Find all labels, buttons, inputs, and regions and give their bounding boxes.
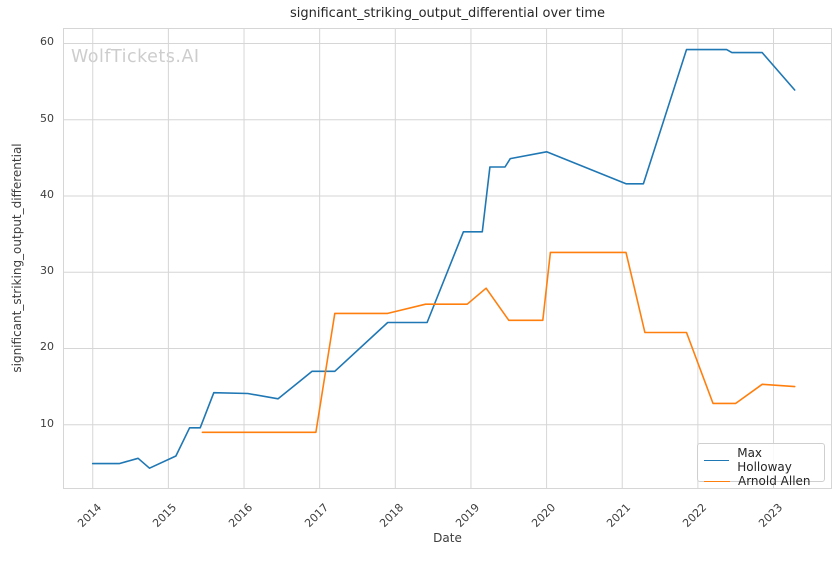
x-tick-label-2022: 2022 <box>680 501 710 530</box>
x-tick-label-2017: 2017 <box>301 501 331 530</box>
x-axis-label: Date <box>433 531 462 545</box>
chart-title: significant_striking_output_differential… <box>290 6 605 21</box>
x-tick-label-2018: 2018 <box>377 501 407 530</box>
series-line-max-holloway <box>91 48 796 470</box>
x-tick-label-2023: 2023 <box>755 501 785 530</box>
x-tick-label-2014: 2014 <box>74 501 104 530</box>
y-tick-label-10: 10 <box>40 416 54 430</box>
x-tick-label-2015: 2015 <box>150 501 180 530</box>
y-tick-label-30: 30 <box>40 264 54 278</box>
x-tick-label-2016: 2016 <box>226 501 256 530</box>
x-tick-label-2019: 2019 <box>453 501 483 530</box>
y-axis-label: significant_striking_output_differential <box>10 143 24 373</box>
y-tick-label-60: 60 <box>40 35 54 49</box>
x-tick-label-2020: 2020 <box>528 501 558 530</box>
legend-line-swatch-max-holloway <box>704 459 730 461</box>
series-line-arnold-allen <box>201 251 796 434</box>
plot-area <box>63 28 832 489</box>
legend-label: Arnold Allen <box>738 474 811 488</box>
legend-item: Max Holloway <box>704 446 818 474</box>
y-tick-label-50: 50 <box>40 111 54 125</box>
y-tick-label-40: 40 <box>40 187 54 201</box>
legend-line-swatch-arnold-allen <box>704 480 730 482</box>
y-tick-label-20: 20 <box>40 340 54 354</box>
x-tick-label-2021: 2021 <box>604 501 634 530</box>
legend-item: Arnold Allen <box>704 474 818 488</box>
legend: Max Holloway Arnold Allen <box>697 443 825 488</box>
legend-label: Max Holloway <box>737 446 792 474</box>
watermark: WolfTickets.AI <box>71 47 200 67</box>
plot-canvas <box>64 29 831 488</box>
